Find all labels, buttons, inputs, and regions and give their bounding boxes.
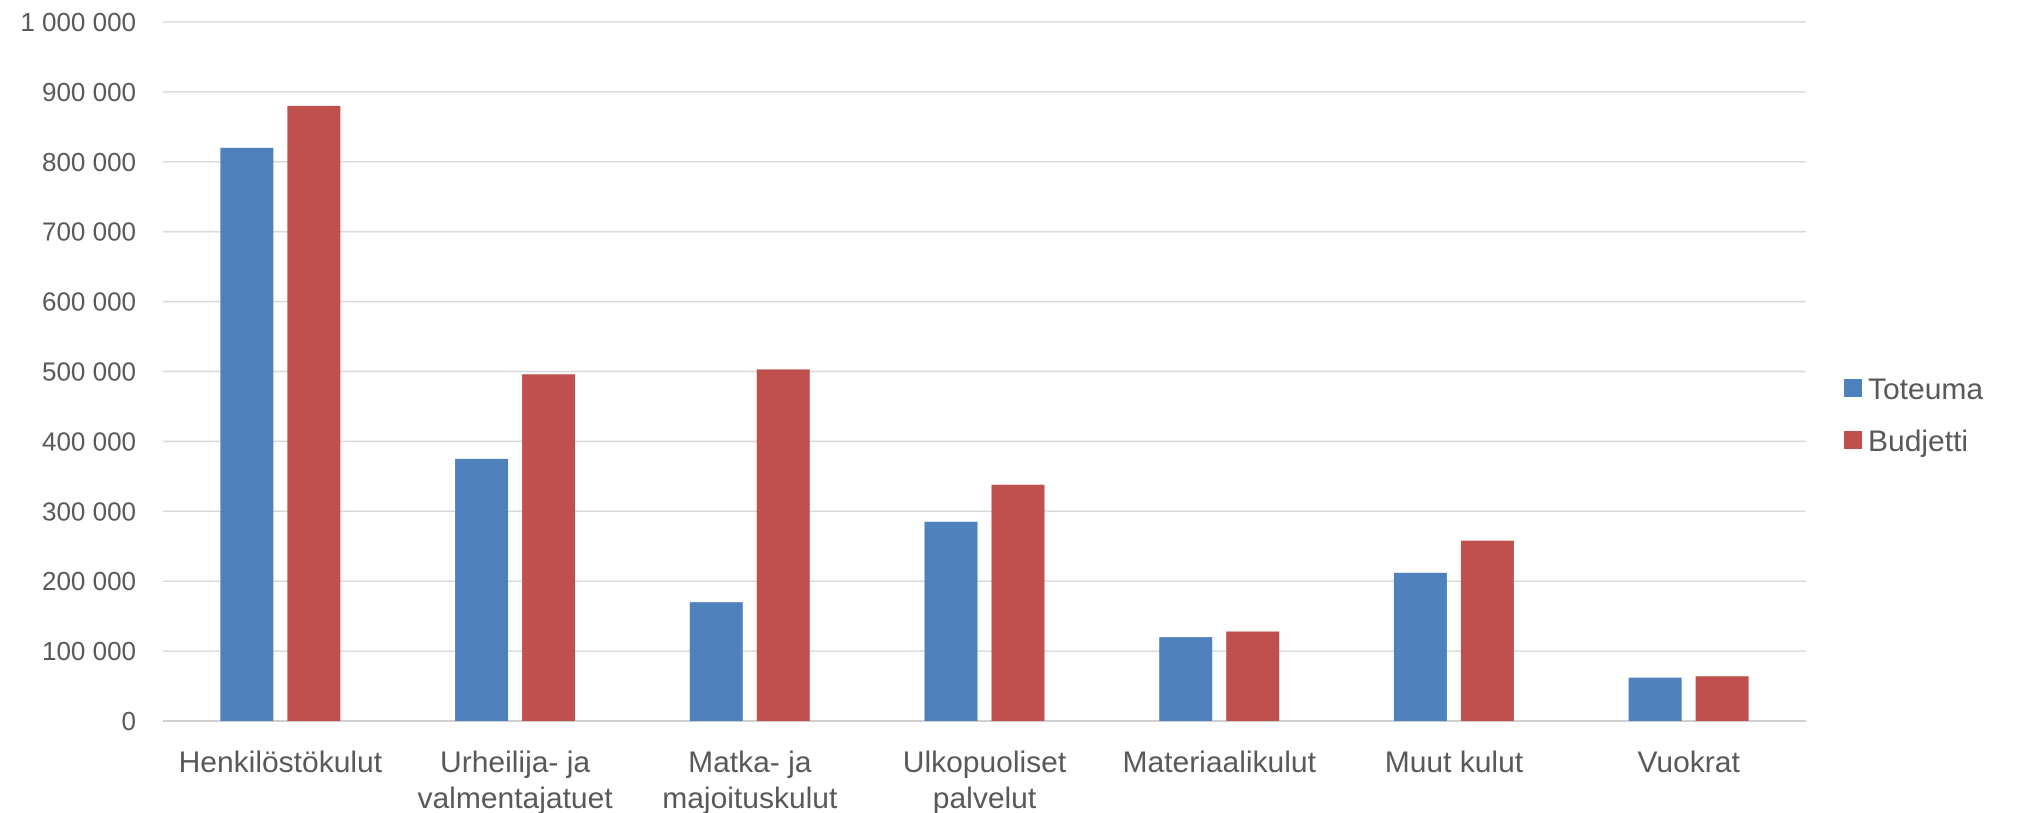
- y-tick-label: 400 000: [42, 426, 136, 456]
- bar-budjetti-0: [287, 105, 341, 721]
- y-tick-label: 600 000: [42, 287, 136, 317]
- legend-label-budjetti: Budjetti: [1868, 425, 1968, 458]
- y-tick-label: 500 000: [42, 357, 136, 387]
- y-axis-tick-labels: 0 100 000 200 000 300 000 400 000 500 000 600 …: [20, 7, 136, 736]
- y-tick-label: 200 000: [42, 566, 136, 596]
- x-category-label: Urheilija- ja valmentajatuet: [418, 746, 614, 813]
- y-tick-label: 700 000: [42, 217, 136, 247]
- bar-budjetti-4: [1226, 631, 1280, 721]
- bar-toteuma-0: [220, 147, 274, 721]
- bar-toteuma-4: [1159, 637, 1213, 721]
- legend-swatch-toteuma: [1844, 379, 1862, 397]
- bar-toteuma-3: [924, 521, 978, 721]
- legend-label-toteuma: Toteuma: [1868, 373, 1983, 406]
- y-tick-label: 900 000: [42, 77, 136, 107]
- bar-budjetti-1: [522, 374, 576, 721]
- x-category-label: Matka- ja majoituskulut: [662, 746, 838, 813]
- bar-toteuma-2: [689, 602, 743, 721]
- x-axis-category-labels: Henkilöstökulut Urheilija- ja valmentajatu…: [179, 746, 1741, 813]
- y-tick-label: 1 000 000: [20, 7, 136, 37]
- bar-budjetti-2: [756, 369, 810, 721]
- bar-budjetti-6: [1695, 676, 1749, 721]
- bar-toteuma-5: [1393, 572, 1447, 721]
- bar-toteuma-1: [455, 458, 509, 721]
- legend: Toteuma Budjetti: [1844, 373, 1983, 458]
- bar-toteuma-6: [1628, 677, 1682, 721]
- bar-budjetti-3: [991, 484, 1045, 721]
- y-tick-label: 800 000: [42, 147, 136, 177]
- y-tick-label: 100 000: [42, 636, 136, 666]
- bar-budjetti-5: [1460, 540, 1514, 721]
- x-category-label: Henkilöstökulut: [179, 746, 383, 779]
- x-category-label: Materiaalikulut: [1123, 746, 1317, 779]
- legend-swatch-budjetti: [1844, 431, 1862, 449]
- gridlines: [163, 21, 1806, 722]
- x-category-label: Muut kulut: [1385, 746, 1524, 779]
- y-tick-label: 300 000: [42, 496, 136, 526]
- y-tick-label: 0: [122, 706, 136, 736]
- x-category-label: Ulkopuoliset palvelut: [903, 746, 1067, 813]
- bars: [220, 105, 1749, 721]
- x-category-label: Vuokrat: [1638, 746, 1741, 779]
